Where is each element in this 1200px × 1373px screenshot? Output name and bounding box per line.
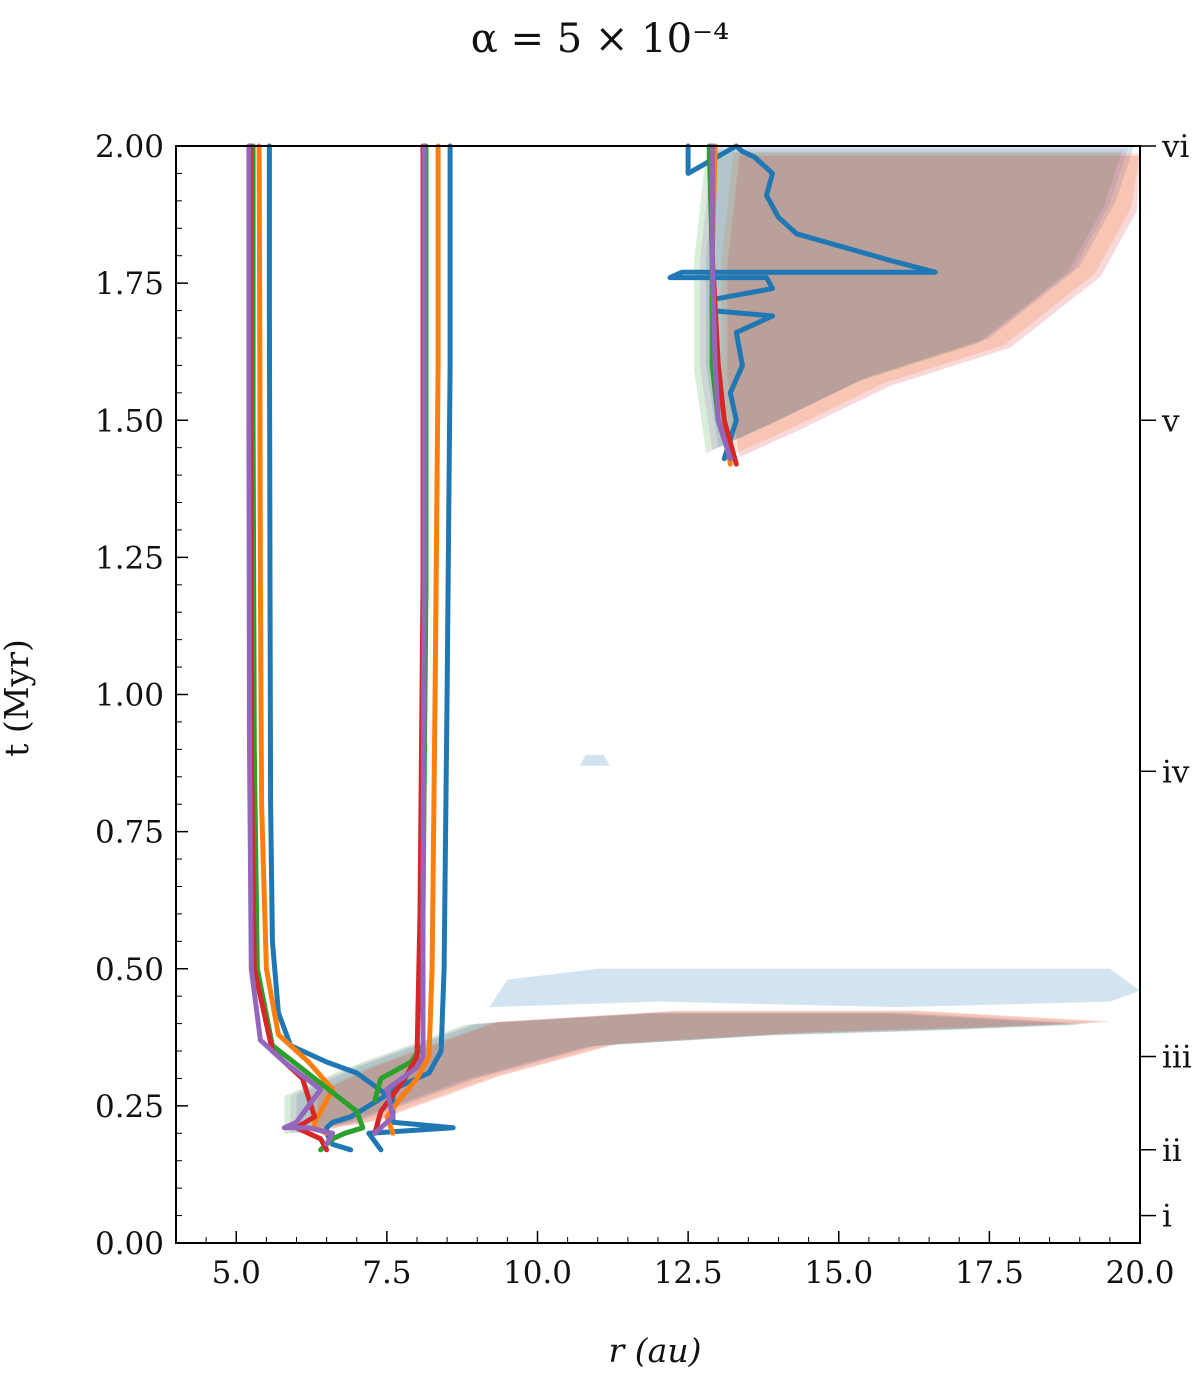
band-extra-blue [489, 968, 1140, 1008]
band-low-4 [290, 1013, 1086, 1134]
y-tick-label: 2.00 [95, 129, 164, 165]
y-tick-label: 0.00 [95, 1226, 164, 1262]
series-1-inner-line [256, 143, 336, 1136]
y-tick-label: 1.00 [95, 678, 164, 714]
x-tick-label: 7.5 [362, 1255, 411, 1291]
y-tick-label: 1.75 [95, 266, 164, 302]
series-1-middle-line [384, 143, 441, 1136]
stage-label: v [1161, 403, 1180, 439]
band-high-2 [694, 151, 1122, 454]
band-patch-blue [579, 754, 610, 766]
series-4-middle-line [372, 143, 427, 1136]
series-lines [246, 143, 938, 1153]
stage-label: vi [1161, 129, 1190, 165]
x-tick-label: 5.0 [212, 1255, 261, 1291]
chart-title: α = 5 × 10⁻⁴ [471, 16, 729, 62]
y-tick-label: 0.75 [95, 815, 164, 851]
series-0-outer-line [667, 143, 938, 462]
x-tick-label: 20.0 [1105, 1255, 1174, 1291]
series-4-inner-line [246, 143, 336, 1147]
y-tick-label: 1.25 [95, 540, 164, 576]
band-low-2 [284, 1013, 1080, 1135]
y-tick-label: 1.50 [95, 403, 164, 439]
stage-label: i [1162, 1199, 1172, 1235]
stage-label: iii [1162, 1040, 1192, 1076]
series-2-inner-line [250, 143, 366, 1153]
y-tick-label: 0.25 [95, 1089, 164, 1125]
y-axis: 0.00 0.25 0.50 0.75 1.00 1.25 1.50 1.75 2.00 [95, 129, 188, 1262]
shaded-bands [284, 146, 1140, 1135]
x-tick-label: 17.5 [955, 1255, 1024, 1291]
x-axis: 5.0 7.5 10.0 12.5 15.0 17.5 20.0 [175, 1231, 1175, 1291]
series-0-middle-line [366, 143, 456, 1153]
x-tick-label: 10.0 [503, 1255, 572, 1291]
series-3-middle-line [372, 143, 426, 1136]
x-tick-label: 12.5 [654, 1255, 723, 1291]
stage-label: iv [1162, 754, 1190, 790]
series-0-inner-line [266, 143, 390, 1153]
band-high-1 [721, 152, 1140, 455]
x-tick-label: 15.0 [804, 1255, 873, 1291]
band-low-0 [296, 1012, 1092, 1134]
series-4-outer-line [709, 143, 733, 462]
band-low-1 [311, 1011, 1107, 1132]
band-low-3 [317, 1010, 1113, 1132]
y-axis-label: t (Myr) [0, 639, 36, 757]
band-high-3 [727, 155, 1140, 458]
stage-label: ii [1162, 1133, 1182, 1169]
band-high-4 [700, 148, 1128, 451]
band-high-0 [706, 146, 1134, 448]
y-tick-label: 0.50 [95, 952, 164, 988]
x-axis-label: r (au) [609, 1331, 702, 1370]
